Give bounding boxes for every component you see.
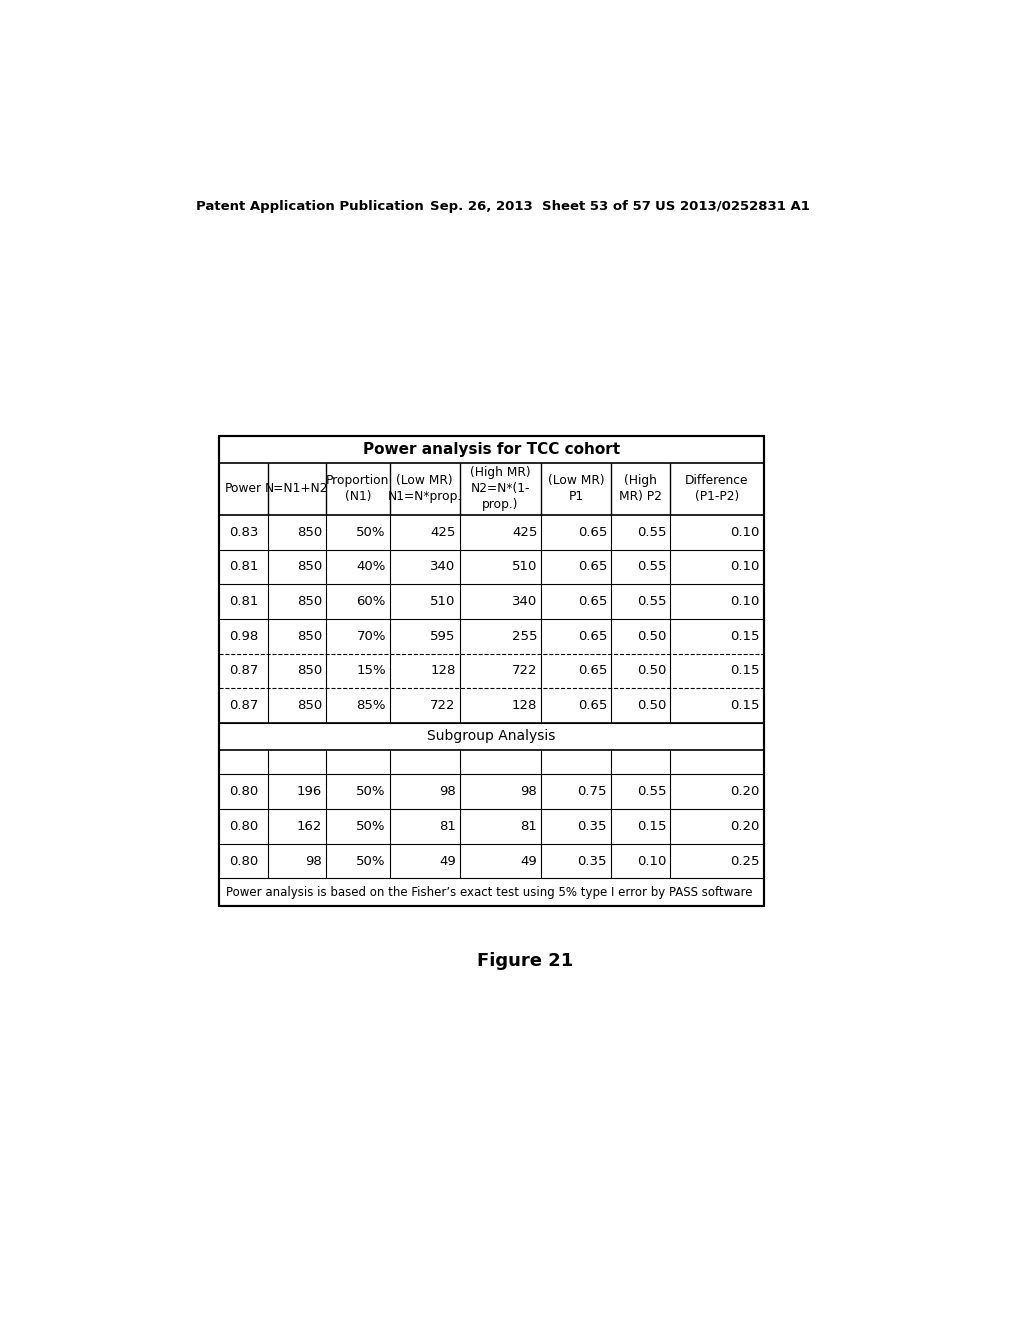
Text: 40%: 40% bbox=[356, 561, 386, 573]
Text: 0.87: 0.87 bbox=[229, 700, 258, 711]
Text: 0.10: 0.10 bbox=[637, 854, 667, 867]
Text: 98: 98 bbox=[439, 785, 456, 799]
Text: 98: 98 bbox=[520, 785, 538, 799]
Text: Difference
(P1-P2): Difference (P1-P2) bbox=[685, 474, 749, 503]
Text: (Low MR)
N1=N*prop.: (Low MR) N1=N*prop. bbox=[387, 474, 462, 503]
Text: 425: 425 bbox=[430, 525, 456, 539]
Text: 0.87: 0.87 bbox=[229, 664, 258, 677]
Text: 0.50: 0.50 bbox=[637, 700, 667, 711]
Text: 850: 850 bbox=[297, 700, 322, 711]
Text: 0.15: 0.15 bbox=[637, 820, 667, 833]
Text: 196: 196 bbox=[297, 785, 322, 799]
Text: 722: 722 bbox=[512, 664, 538, 677]
Text: 255: 255 bbox=[512, 630, 538, 643]
Text: 0.55: 0.55 bbox=[637, 595, 667, 609]
Text: Power analysis is based on the Fisher’s exact test using 5% type I error by PASS: Power analysis is based on the Fisher’s … bbox=[225, 886, 753, 899]
Text: 850: 850 bbox=[297, 595, 322, 609]
Text: 0.10: 0.10 bbox=[730, 525, 760, 539]
Text: 50%: 50% bbox=[356, 820, 386, 833]
Text: 0.80: 0.80 bbox=[229, 785, 258, 799]
Text: (High
MR) P2: (High MR) P2 bbox=[620, 474, 662, 503]
Text: 81: 81 bbox=[439, 820, 456, 833]
Text: 0.10: 0.10 bbox=[730, 595, 760, 609]
Text: 0.50: 0.50 bbox=[637, 630, 667, 643]
Text: 850: 850 bbox=[297, 630, 322, 643]
Text: (Low MR)
P1: (Low MR) P1 bbox=[548, 474, 604, 503]
Text: 0.65: 0.65 bbox=[578, 561, 607, 573]
Text: 0.81: 0.81 bbox=[229, 561, 258, 573]
Text: 0.65: 0.65 bbox=[578, 595, 607, 609]
Text: 0.83: 0.83 bbox=[229, 525, 258, 539]
Text: 850: 850 bbox=[297, 561, 322, 573]
Text: 0.55: 0.55 bbox=[637, 525, 667, 539]
Text: 60%: 60% bbox=[356, 595, 386, 609]
Text: 0.65: 0.65 bbox=[578, 664, 607, 677]
Text: 0.50: 0.50 bbox=[637, 664, 667, 677]
Text: 850: 850 bbox=[297, 525, 322, 539]
Text: 0.15: 0.15 bbox=[730, 700, 760, 711]
Text: 0.98: 0.98 bbox=[229, 630, 258, 643]
Text: 0.15: 0.15 bbox=[730, 630, 760, 643]
Text: 595: 595 bbox=[430, 630, 456, 643]
Text: 0.75: 0.75 bbox=[578, 785, 607, 799]
Text: 50%: 50% bbox=[356, 525, 386, 539]
Text: 0.35: 0.35 bbox=[578, 854, 607, 867]
Text: 0.10: 0.10 bbox=[730, 561, 760, 573]
Text: 70%: 70% bbox=[356, 630, 386, 643]
Text: 0.81: 0.81 bbox=[229, 595, 258, 609]
Text: 0.65: 0.65 bbox=[578, 630, 607, 643]
Text: 0.20: 0.20 bbox=[730, 820, 760, 833]
Text: 49: 49 bbox=[439, 854, 456, 867]
Text: N=N1+N2: N=N1+N2 bbox=[265, 482, 329, 495]
Text: 0.15: 0.15 bbox=[730, 664, 760, 677]
Text: 510: 510 bbox=[512, 561, 538, 573]
Text: 98: 98 bbox=[305, 854, 322, 867]
Text: 50%: 50% bbox=[356, 854, 386, 867]
Text: 128: 128 bbox=[512, 700, 538, 711]
Text: Sep. 26, 2013  Sheet 53 of 57: Sep. 26, 2013 Sheet 53 of 57 bbox=[430, 199, 651, 213]
Text: 0.65: 0.65 bbox=[578, 525, 607, 539]
Text: 850: 850 bbox=[297, 664, 322, 677]
Text: 162: 162 bbox=[297, 820, 322, 833]
Text: Subgroup Analysis: Subgroup Analysis bbox=[427, 729, 556, 743]
Text: Figure 21: Figure 21 bbox=[477, 952, 572, 970]
Text: Patent Application Publication: Patent Application Publication bbox=[197, 199, 424, 213]
Text: 81: 81 bbox=[520, 820, 538, 833]
Text: 85%: 85% bbox=[356, 700, 386, 711]
Text: 722: 722 bbox=[430, 700, 456, 711]
Text: (High MR)
N2=N*(1-
prop.): (High MR) N2=N*(1- prop.) bbox=[470, 466, 530, 511]
Text: 49: 49 bbox=[520, 854, 538, 867]
Text: 0.80: 0.80 bbox=[229, 854, 258, 867]
Text: 340: 340 bbox=[430, 561, 456, 573]
Text: 0.55: 0.55 bbox=[637, 561, 667, 573]
Text: Proportion
(N1): Proportion (N1) bbox=[326, 474, 389, 503]
Text: US 2013/0252831 A1: US 2013/0252831 A1 bbox=[655, 199, 810, 213]
Text: 0.55: 0.55 bbox=[637, 785, 667, 799]
Text: 0.20: 0.20 bbox=[730, 785, 760, 799]
Text: 128: 128 bbox=[430, 664, 456, 677]
Text: Power: Power bbox=[225, 482, 262, 495]
Text: 50%: 50% bbox=[356, 785, 386, 799]
Text: 510: 510 bbox=[430, 595, 456, 609]
Text: 15%: 15% bbox=[356, 664, 386, 677]
Text: 340: 340 bbox=[512, 595, 538, 609]
Text: Power analysis for TCC cohort: Power analysis for TCC cohort bbox=[362, 442, 621, 457]
Text: 425: 425 bbox=[512, 525, 538, 539]
Text: 0.80: 0.80 bbox=[229, 820, 258, 833]
Bar bbox=[219, 436, 764, 906]
Text: 0.25: 0.25 bbox=[730, 854, 760, 867]
Text: 0.65: 0.65 bbox=[578, 700, 607, 711]
Text: 0.35: 0.35 bbox=[578, 820, 607, 833]
